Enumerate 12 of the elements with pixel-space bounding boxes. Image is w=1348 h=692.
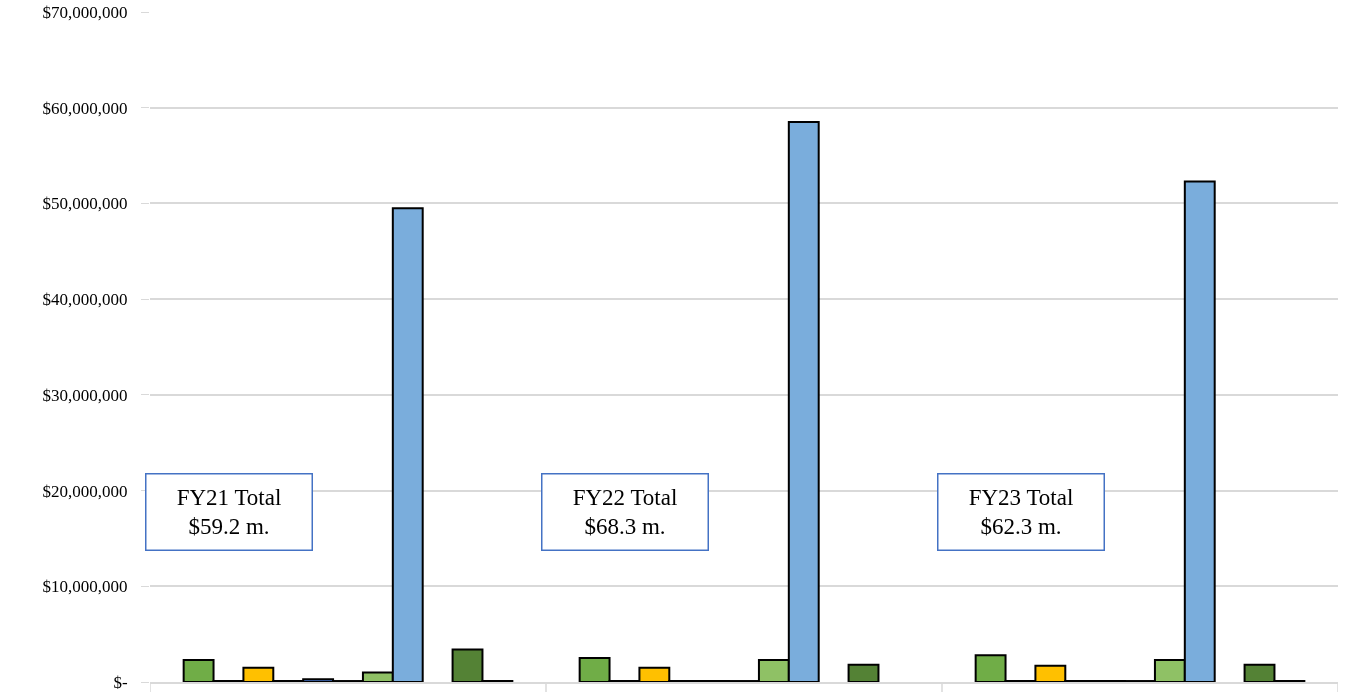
- y-tick-label: $60,000,000: [42, 98, 128, 118]
- y-tick-label: $-: [113, 672, 128, 692]
- y-tick-label: $20,000,000: [42, 481, 128, 501]
- y-tick-label: $50,000,000: [42, 194, 128, 214]
- y-tick-label: $30,000,000: [42, 385, 128, 405]
- annotation: FY22 Total $68.3 m.: [572, 484, 678, 540]
- bar: [847, 663, 880, 682]
- y-tick-label: $10,000,000: [42, 577, 128, 597]
- y-tick-label: $70,000,000: [42, 2, 128, 22]
- annotation: FY23 Total $62.3 m.: [968, 484, 1074, 540]
- annotation: FY21 Total $59.2 m.: [176, 484, 282, 540]
- y-tick-label: $40,000,000: [42, 290, 128, 310]
